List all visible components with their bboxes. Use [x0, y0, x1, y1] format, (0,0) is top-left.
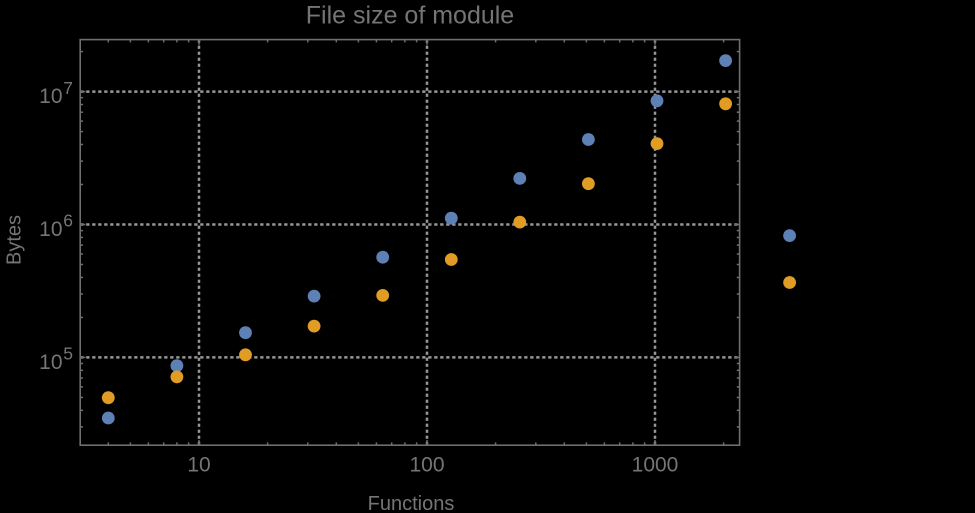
svg-text:1000: 1000 [632, 454, 679, 477]
svg-text:6: 6 [63, 211, 73, 231]
svg-text:10: 10 [39, 85, 62, 108]
svg-text:5: 5 [63, 344, 73, 364]
svg-text:Bytes: Bytes [4, 215, 26, 265]
svg-text:File size of module: File size of module [306, 2, 514, 30]
svg-text:Functions: Functions [368, 493, 455, 513]
svg-text:10: 10 [39, 351, 62, 374]
svg-text:7: 7 [63, 78, 73, 98]
svg-text:100: 100 [409, 454, 444, 477]
svg-text:10: 10 [39, 218, 62, 241]
svg-text:10: 10 [187, 454, 210, 477]
